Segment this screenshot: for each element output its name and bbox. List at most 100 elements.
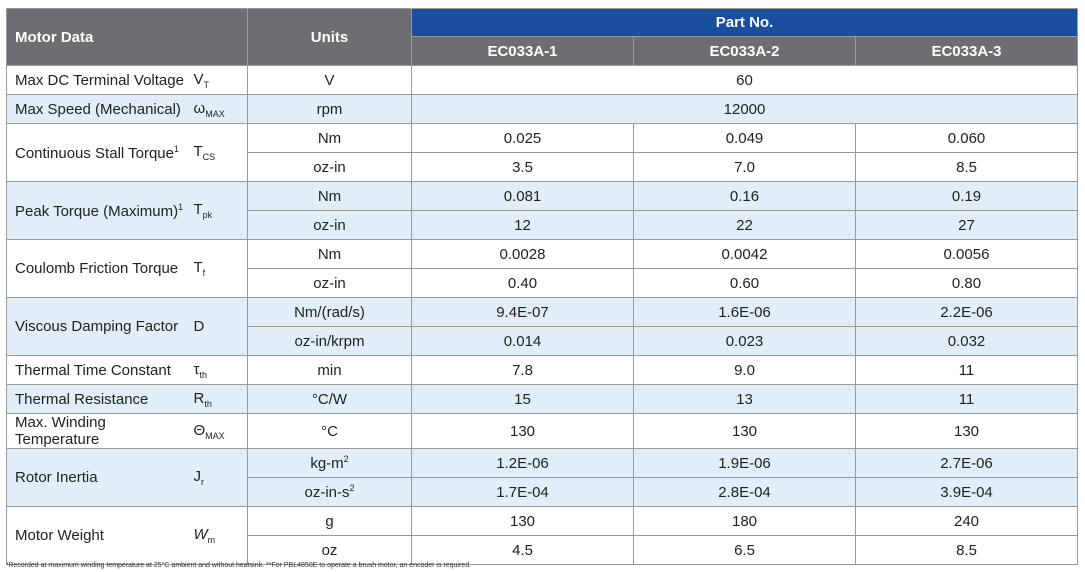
row-coulomb-nm: Coulomb Friction Torque Tf Nm 0.0028 0.0…: [6, 239, 1078, 298]
value-cell: 11: [855, 355, 1078, 385]
param-unit: oz-in-s2: [247, 477, 412, 507]
param-unit: Nm: [247, 181, 412, 211]
value-cell: 240: [855, 506, 1078, 536]
param-name: Peak Torque (Maximum)1: [6, 181, 190, 240]
param-name: Continuous Stall Torque1: [6, 123, 190, 182]
value-cell: 180: [633, 506, 856, 536]
row-rotor-inertia-si: Rotor Inertia Jr kg-m2 1.2E-06 1.9E-06 2…: [6, 448, 1078, 507]
value-cell: 0.80: [855, 268, 1078, 298]
row-thermal-res: Thermal Resistance Rth °C/W 15 13 11: [6, 384, 1078, 414]
value-cell: 0.032: [855, 326, 1078, 356]
row-max-winding: Max. Winding Temperature ΘMAX °C 130 130…: [6, 413, 1078, 449]
value-cell: 3.9E-04: [855, 477, 1078, 507]
value-cell: 15: [411, 384, 634, 414]
param-name: Max. Winding Temperature: [6, 413, 190, 449]
value-cell: 0.081: [411, 181, 634, 211]
value-cell: 22: [633, 210, 856, 240]
param-name: Thermal Resistance: [6, 384, 190, 414]
param-name: Max Speed (Mechanical): [6, 94, 190, 124]
value-cell: 0.0042: [633, 239, 856, 269]
row-peak-torque-nm: Peak Torque (Maximum)1 Tpk Nm 0.081 0.16…: [6, 181, 1078, 240]
param-value: 12000: [411, 94, 1078, 124]
motor-data-table: Motor Data Units Part No. EC033A-1 EC033…: [6, 8, 1078, 565]
value-cell: 13: [633, 384, 856, 414]
value-cell: 0.060: [855, 123, 1078, 153]
value-cell: 7.8: [411, 355, 634, 385]
part-no-header: Part No.: [411, 8, 1078, 37]
value-cell: 4.5: [411, 535, 634, 565]
param-symbol: VT: [189, 65, 248, 95]
value-cell: 8.5: [855, 535, 1078, 565]
units-header: Units: [247, 8, 412, 66]
value-cell: 9.0: [633, 355, 856, 385]
value-cell: 3.5: [411, 152, 634, 182]
param-unit: V: [247, 65, 412, 95]
param-unit: min: [247, 355, 412, 385]
param-unit: oz-in: [247, 268, 412, 298]
part-header-1: EC033A-1: [411, 36, 634, 66]
param-symbol: Wm: [189, 506, 248, 565]
value-cell: 0.60: [633, 268, 856, 298]
value-cell: 1.6E-06: [633, 297, 856, 327]
row-max-dc-voltage: Max DC Terminal Voltage VT V 60: [6, 65, 1078, 95]
motor-data-header: Motor Data: [6, 8, 248, 66]
value-cell: 0.049: [633, 123, 856, 153]
value-cell: 130: [411, 506, 634, 536]
row-motor-weight-oz: oz 4.5 6.5 8.5: [7, 535, 1078, 565]
row-cont-stall-nm: Continuous Stall Torque1 TCS Nm 0.025 0.…: [6, 123, 1078, 182]
value-cell: 0.19: [855, 181, 1078, 211]
value-cell: 11: [855, 384, 1078, 414]
value-cell: 27: [855, 210, 1078, 240]
param-symbol: TCS: [189, 123, 248, 182]
row-coulomb-ozin: oz-in 0.40 0.60 0.80: [7, 268, 1078, 298]
value-cell: 12: [411, 210, 634, 240]
value-cell: 2.8E-04: [633, 477, 856, 507]
header-row-parts: EC033A-1 EC033A-2 EC033A-3: [7, 36, 1078, 66]
row-peak-torque-ozin: oz-in 12 22 27: [7, 210, 1078, 240]
value-cell: 1.9E-06: [633, 448, 856, 478]
value-cell: 2.2E-06: [855, 297, 1078, 327]
value-cell: 0.16: [633, 181, 856, 211]
param-name: Rotor Inertia: [6, 448, 190, 507]
param-unit: oz-in: [247, 210, 412, 240]
row-viscous-ozin: oz-in/krpm 0.014 0.023 0.032: [7, 326, 1078, 356]
param-name: Thermal Time Constant: [6, 355, 190, 385]
row-viscous-nm: Viscous Damping Factor D Nm/(rad/s) 9.4E…: [6, 297, 1078, 356]
row-thermal-time: Thermal Time Constant τth min 7.8 9.0 11: [6, 355, 1078, 385]
param-unit: g: [247, 506, 412, 536]
param-name: Max DC Terminal Voltage: [6, 65, 190, 95]
value-cell: 1.2E-06: [411, 448, 634, 478]
param-symbol: Tpk: [189, 181, 248, 240]
footnote: ¹Recorded at maximum winding temperature…: [6, 562, 472, 569]
param-name: Motor Weight: [6, 506, 190, 565]
param-unit: Nm: [247, 239, 412, 269]
row-max-speed: Max Speed (Mechanical) ωMAX rpm 12000: [6, 94, 1078, 124]
value-cell: 6.5: [633, 535, 856, 565]
param-unit: oz-in: [247, 152, 412, 182]
param-unit: Nm/(rad/s): [247, 297, 412, 327]
value-cell: 0.023: [633, 326, 856, 356]
value-cell: 2.7E-06: [855, 448, 1078, 478]
part-header-3: EC033A-3: [855, 36, 1078, 66]
param-symbol: τth: [189, 355, 248, 385]
value-cell: 0.0056: [855, 239, 1078, 269]
header-row-top: Motor Data Units Part No.: [6, 8, 1078, 66]
param-name: Coulomb Friction Torque: [6, 239, 190, 298]
param-symbol: Jr: [189, 448, 248, 507]
param-unit: Nm: [247, 123, 412, 153]
param-symbol: Tf: [189, 239, 248, 298]
param-unit: °C: [247, 413, 412, 449]
part-header-2: EC033A-2: [633, 36, 856, 66]
param-unit: rpm: [247, 94, 412, 124]
param-symbol: ΘMAX: [189, 413, 248, 449]
value-cell: 7.0: [633, 152, 856, 182]
motor-data-table-container: Motor Data Units Part No. EC033A-1 EC033…: [6, 8, 1078, 565]
value-cell: 130: [855, 413, 1078, 449]
param-unit: kg-m2: [247, 448, 412, 478]
value-cell: 0.014: [411, 326, 634, 356]
value-cell: 130: [633, 413, 856, 449]
param-symbol: Rth: [189, 384, 248, 414]
value-cell: 0.0028: [411, 239, 634, 269]
value-cell: 9.4E-07: [411, 297, 634, 327]
param-value: 60: [411, 65, 1078, 95]
